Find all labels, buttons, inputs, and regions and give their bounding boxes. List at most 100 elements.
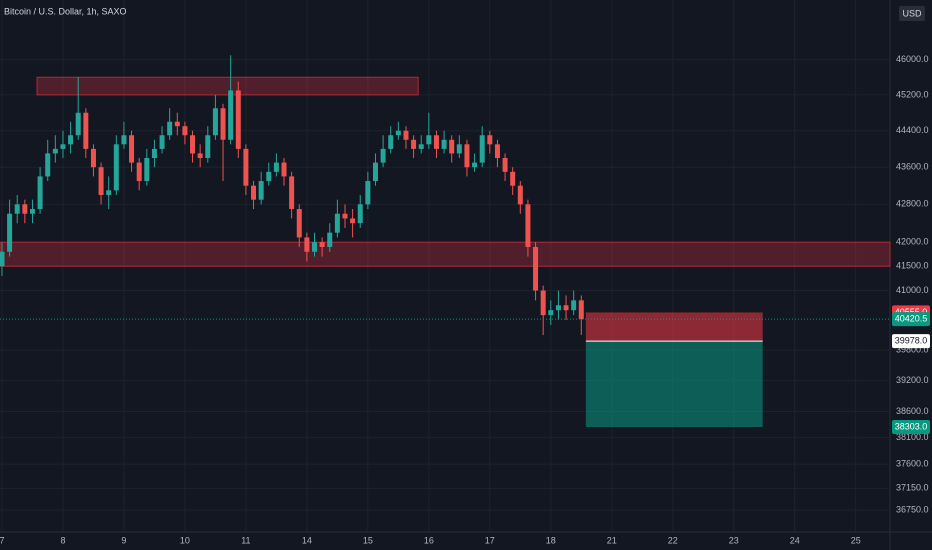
candle-body: [571, 300, 577, 311]
y-tick-label: 39800.0: [896, 344, 929, 354]
candle-body: [182, 126, 188, 136]
candle-body: [578, 300, 584, 320]
candle-body: [90, 148, 96, 168]
candle-body: [144, 158, 150, 182]
candle-body: [433, 135, 439, 149]
candle-body: [365, 181, 371, 205]
candle-body: [334, 213, 340, 233]
candle-body: [174, 121, 180, 127]
chart-title: Bitcoin / U.S. Dollar, 1h, SAXO: [4, 6, 127, 16]
candle-body: [159, 135, 165, 149]
candle-body: [449, 139, 455, 154]
y-tick-label: 36750.0: [896, 504, 929, 514]
price-badge: [892, 420, 930, 435]
zone: [0, 241, 891, 267]
x-tick-label: 8: [60, 535, 65, 545]
x-tick-label: 9: [121, 535, 126, 545]
x-tick-label: 24: [790, 535, 800, 545]
candle-body: [190, 135, 196, 154]
zone: [36, 76, 419, 96]
candle-body: [319, 242, 325, 247]
candle-body: [151, 148, 157, 159]
candle-body: [312, 242, 318, 252]
candle-body: [350, 218, 356, 224]
candle-body: [251, 185, 257, 200]
candle-body: [83, 112, 89, 149]
y-tick-label: 44400.0: [896, 125, 929, 135]
candle-body: [327, 232, 333, 247]
candle-body: [60, 144, 66, 149]
candle-body: [228, 90, 234, 140]
candle-body: [464, 144, 470, 168]
candle-body: [395, 130, 401, 136]
candle-body: [136, 162, 142, 182]
y-tick-label: 38100.0: [896, 432, 929, 442]
candle-body: [129, 135, 135, 163]
x-tick-label: 25: [851, 535, 861, 545]
y-tick-label: 37150.0: [896, 483, 929, 493]
candle-body: [380, 148, 386, 163]
x-tick-label: 23: [729, 535, 739, 545]
x-tick-label: 18: [546, 535, 556, 545]
candle-body: [14, 204, 20, 214]
candle-body: [266, 171, 272, 182]
candle-body: [220, 108, 226, 140]
candle-body: [411, 139, 417, 149]
candle-body: [0, 251, 5, 267]
x-tick-label: 22: [668, 535, 678, 545]
x-tick-label: 11: [241, 535, 250, 545]
candle-body: [403, 130, 409, 140]
candle-body: [479, 135, 485, 163]
candle-body: [22, 204, 28, 214]
y-tick-label: 41500.0: [896, 261, 929, 271]
candle-body: [52, 148, 58, 154]
candle-body: [258, 181, 264, 200]
price-badge: [892, 312, 930, 327]
candle-body: [494, 144, 500, 159]
price-label: 39978.0: [895, 336, 928, 346]
candle-body: [243, 148, 249, 186]
y-tick-label: 41000.0: [896, 285, 929, 295]
y-tick-label: 43600.0: [896, 162, 929, 172]
x-tick-label: 16: [424, 535, 434, 545]
target-zone: [585, 341, 763, 428]
candle-body: [388, 135, 394, 149]
candle-body: [304, 237, 310, 252]
candle-body: [45, 153, 51, 177]
candle-body: [273, 162, 279, 172]
candle-body: [205, 135, 211, 159]
candle-body: [456, 144, 462, 154]
stop-zone: [585, 312, 763, 342]
candle-body: [197, 153, 203, 159]
currency: USD: [902, 8, 922, 18]
candle-body: [289, 176, 295, 210]
price-label: 40555.0: [895, 307, 928, 317]
candle-body: [517, 185, 523, 205]
candle-body: [29, 209, 35, 214]
candle-body: [548, 310, 554, 316]
candle-body: [487, 135, 493, 145]
x-tick-label: 17: [485, 535, 495, 545]
price-label: 40420.5: [895, 313, 928, 323]
candle-body: [472, 162, 478, 168]
candle-body: [510, 171, 516, 186]
candle-body: [98, 167, 104, 195]
y-tick-label: 46000.0: [896, 54, 929, 64]
y-tick-label: 38600.0: [896, 406, 929, 416]
candle-body: [540, 290, 546, 316]
y-tick-label: 42800.0: [896, 199, 929, 209]
x-tick-label: 21: [607, 535, 617, 545]
candle-body: [68, 135, 74, 145]
price-label: 38303.0: [895, 421, 928, 431]
currency-badge[interactable]: [899, 6, 925, 21]
candle-body: [281, 162, 287, 177]
x-tick-label: 10: [180, 535, 190, 545]
candle-body: [235, 90, 241, 149]
candle-body: [342, 213, 348, 219]
candle-body: [7, 213, 13, 252]
price-badge: [892, 334, 930, 349]
candle-body: [533, 246, 539, 291]
x-tick-label: 15: [363, 535, 373, 545]
